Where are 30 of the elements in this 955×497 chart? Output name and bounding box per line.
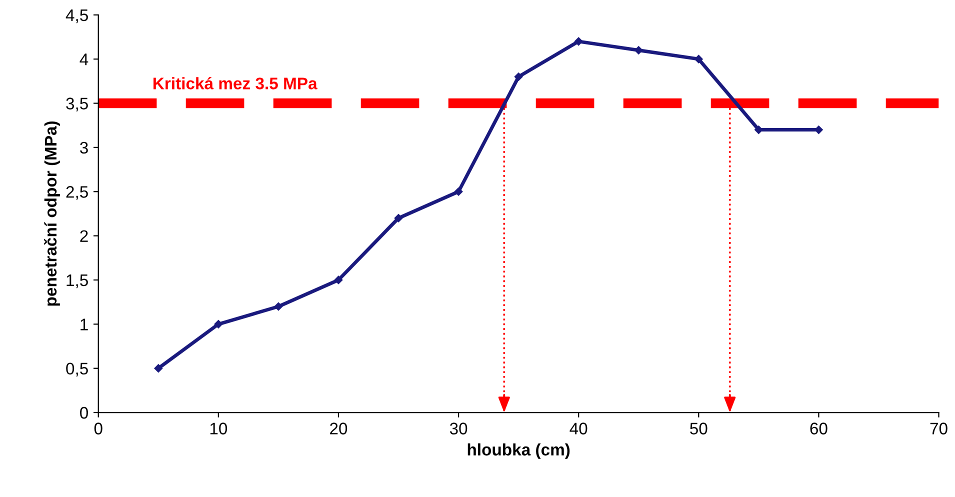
y-tick-label: 1 <box>80 318 88 330</box>
point <box>694 54 703 64</box>
y-tick-label: 2,5 <box>66 186 88 200</box>
y-tick-label: 3,5 <box>66 98 88 112</box>
x-tick-label: 60 <box>810 422 828 434</box>
x-tick-label: 40 <box>570 422 588 434</box>
point <box>454 187 463 196</box>
point <box>334 276 343 284</box>
y-axis-title: penetrační odpor (MPa) <box>44 121 60 306</box>
point <box>154 364 163 372</box>
point <box>574 37 583 46</box>
point <box>274 302 283 311</box>
point <box>394 214 403 222</box>
y-tick-label: 4 <box>80 54 88 66</box>
x-tick-label: 0 <box>94 422 102 434</box>
ref-line-label: Kritická mez 3.5 MPa <box>154 76 318 90</box>
x-tick-label: 20 <box>330 422 348 434</box>
point <box>214 320 223 328</box>
y-tick-label: 0,5 <box>66 362 88 377</box>
point <box>514 72 523 81</box>
x-tick-label: 70 <box>930 422 948 434</box>
y-tick-label: 1,5 <box>66 274 88 288</box>
x-tick-label: 50 <box>690 422 708 434</box>
x-axis-title: hloubka (cm) <box>468 443 570 459</box>
x-tick-label: 30 <box>450 422 468 434</box>
y-tick-label: 0 <box>80 406 88 419</box>
y-tick-label: 2 <box>80 230 88 242</box>
x-tick-label: 10 <box>210 422 228 434</box>
y-tick-label: 4,5 <box>66 9 88 24</box>
y-tick-label: 3 <box>80 142 88 154</box>
